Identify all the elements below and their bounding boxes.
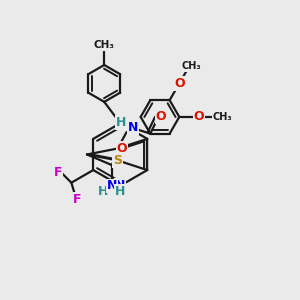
Text: O: O — [155, 110, 166, 123]
Text: O: O — [174, 77, 184, 90]
Text: CH₃: CH₃ — [182, 61, 201, 71]
Text: O: O — [193, 110, 204, 123]
Text: H: H — [98, 185, 108, 198]
Text: CH₃: CH₃ — [213, 112, 232, 122]
Text: N: N — [128, 121, 139, 134]
Text: H: H — [116, 116, 126, 129]
Text: S: S — [113, 154, 122, 167]
Text: N: N — [115, 179, 125, 192]
Text: N: N — [106, 179, 117, 192]
Text: O: O — [116, 142, 127, 155]
Text: H: H — [115, 185, 125, 198]
Text: F: F — [73, 193, 82, 206]
Text: F: F — [54, 166, 62, 179]
Text: CH₃: CH₃ — [94, 40, 115, 50]
